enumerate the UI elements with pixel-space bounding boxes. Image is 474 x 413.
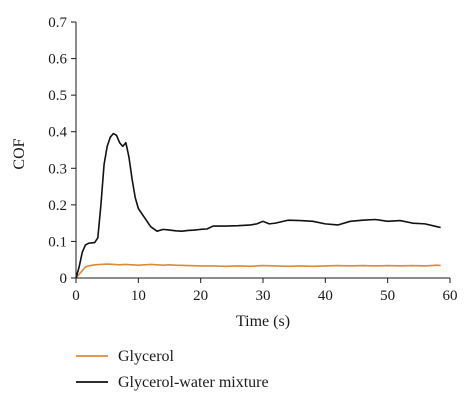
x-tick-label: 40 [318, 288, 333, 304]
x-tick-label: 0 [72, 288, 80, 304]
legend-label-2: Glycerol-water mixture [118, 374, 269, 391]
y-tick-label: 0.4 [48, 125, 67, 141]
x-tick-label: 50 [380, 288, 395, 304]
legend: Glycerol Glycerol-water mixture [76, 348, 269, 391]
series-line-2 [75, 132, 441, 279]
x-tick-label: 60 [443, 288, 458, 304]
y-tick-label: 0.7 [48, 15, 67, 31]
y-tick-label: 0.2 [48, 198, 67, 214]
y-axis: 0 0.1 0.2 0.3 0.4 0.5 0.6 0.7 [48, 15, 77, 287]
series-line-1 [75, 263, 441, 279]
y-tick-label: 0.1 [48, 234, 67, 250]
x-tick-label: 20 [193, 288, 208, 304]
y-tick-label: 0 [60, 271, 68, 287]
legend-label-1: Glycerol [118, 348, 175, 365]
x-tick-label: 10 [131, 288, 146, 304]
y-tick-label: 0.5 [48, 88, 67, 104]
x-axis-title: Time (s) [236, 313, 290, 330]
plot-lines [75, 132, 441, 279]
y-axis-title: COF [11, 138, 28, 169]
x-axis: 0 10 20 30 40 50 60 [72, 277, 458, 304]
y-tick-label: 0.6 [48, 52, 67, 68]
x-tick-label: 30 [256, 288, 271, 304]
y-tick-label: 0.3 [48, 161, 67, 177]
